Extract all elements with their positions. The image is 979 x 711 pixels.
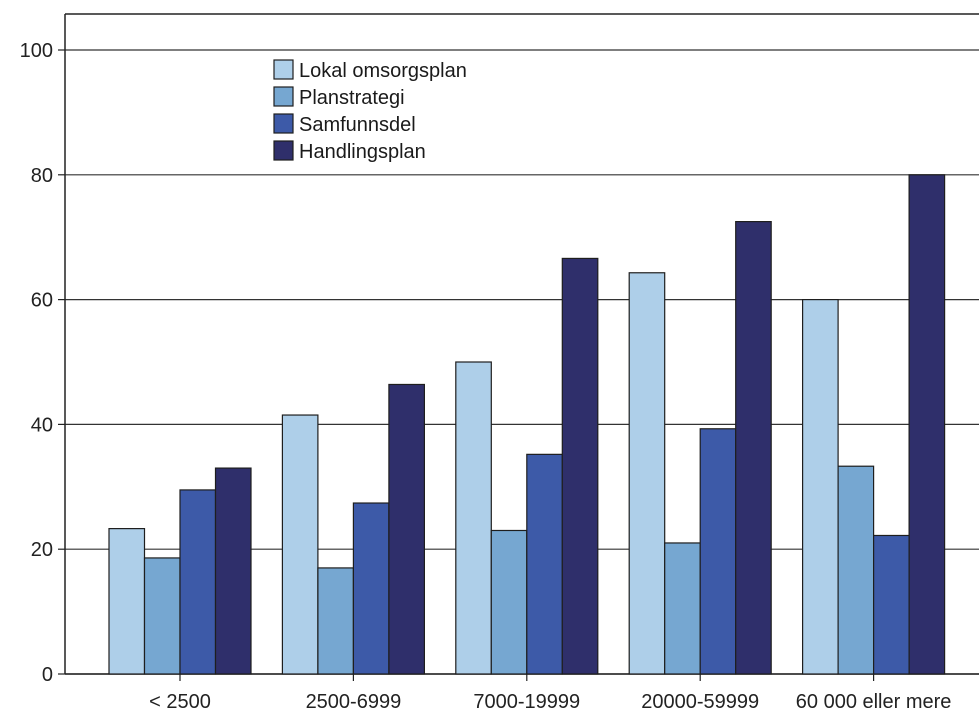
bar xyxy=(561,257,599,675)
bar xyxy=(628,272,666,675)
y-tick-label: 60 xyxy=(31,290,53,312)
legend-label: Samfunnsdel xyxy=(299,114,416,136)
bar xyxy=(801,299,839,675)
bar xyxy=(699,428,737,675)
bar xyxy=(837,465,875,675)
x-tick-label: 60 000 eller mere xyxy=(796,691,952,711)
bar xyxy=(281,414,319,675)
legend-swatch xyxy=(273,140,294,161)
x-tick-label: 7000-19999 xyxy=(473,691,580,711)
bar xyxy=(352,502,390,675)
legend-swatch xyxy=(273,59,294,80)
tick-labels: 0 20 40 60 80 100 < 2500 2500-6999 7000-19999 200… xyxy=(20,40,952,711)
bar xyxy=(526,453,563,675)
bar xyxy=(143,557,181,675)
bar xyxy=(214,467,252,675)
bar xyxy=(179,489,217,675)
bar xyxy=(735,221,772,675)
y-tick-label: 40 xyxy=(31,414,53,436)
y-tick-label: 0 xyxy=(42,664,53,686)
bars xyxy=(108,174,946,675)
y-tick-label: 80 xyxy=(31,165,53,187)
y-tick-label: 20 xyxy=(31,539,53,561)
bar xyxy=(317,567,354,675)
x-tick-label: 20000-59999 xyxy=(641,691,759,711)
bar xyxy=(388,383,425,675)
y-tick-label: 100 xyxy=(20,40,53,62)
legend-swatch xyxy=(273,113,294,134)
legend-label: Lokal omsorgsplan xyxy=(299,60,467,82)
legend: Lokal omsorgsplan Planstrategi Samfunnsdel… xyxy=(273,59,467,163)
bar xyxy=(490,529,528,675)
legend-swatch xyxy=(273,86,294,107)
bar xyxy=(908,174,946,675)
bar xyxy=(872,534,910,675)
bar xyxy=(108,528,146,675)
legend-label: Planstrategi xyxy=(299,87,405,109)
x-tick-label: < 2500 xyxy=(149,691,211,711)
x-tick-label: 2500-6999 xyxy=(306,691,402,711)
bar xyxy=(664,542,701,675)
legend-label: Handlingsplan xyxy=(299,141,426,163)
bar xyxy=(455,361,492,675)
